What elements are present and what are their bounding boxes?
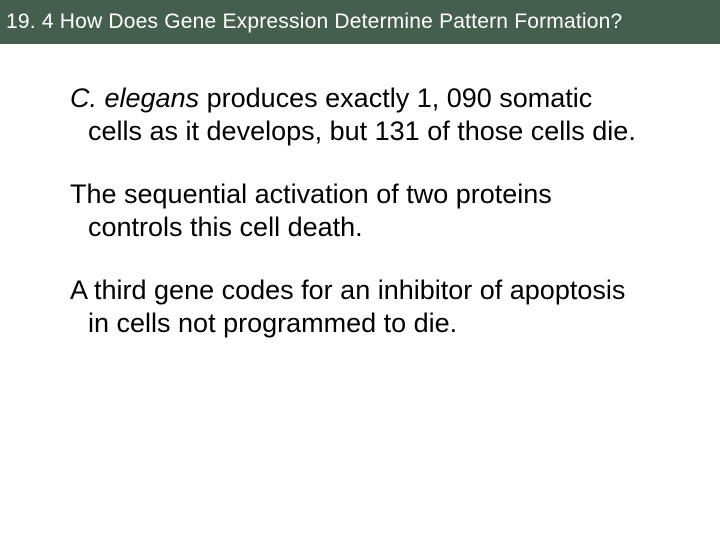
- paragraph-2: The sequential activation of two protein…: [70, 178, 650, 244]
- header-bar: 19. 4 How Does Gene Expression Determine…: [0, 0, 720, 44]
- paragraph-3: A third gene codes for an inhibitor of a…: [70, 274, 650, 340]
- slide: 19. 4 How Does Gene Expression Determine…: [0, 0, 720, 540]
- slide-content: C. elegans produces exactly 1, 090 somat…: [0, 44, 720, 340]
- paragraph-1: C. elegans produces exactly 1, 090 somat…: [70, 82, 650, 148]
- species-name: C. elegans: [70, 83, 199, 113]
- slide-header-title: 19. 4 How Does Gene Expression Determine…: [6, 10, 622, 34]
